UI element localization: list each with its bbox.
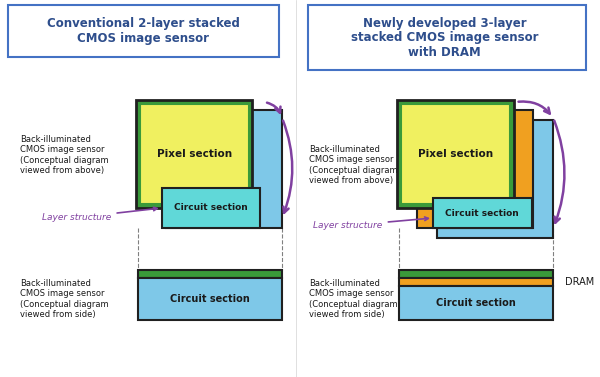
Bar xyxy=(8,5,279,57)
Text: Back-illuminated
CMOS image sensor
(Conceptual diagram
viewed from above): Back-illuminated CMOS image sensor (Conc… xyxy=(20,135,109,175)
Text: Circuit section: Circuit section xyxy=(436,298,516,308)
Text: DRAM: DRAM xyxy=(470,210,502,220)
Bar xyxy=(136,100,253,208)
Text: Back-illuminated
CMOS image sensor
(Conceptual diagram
viewed from side): Back-illuminated CMOS image sensor (Conc… xyxy=(308,279,397,319)
Bar xyxy=(400,278,553,286)
Text: Layer structure: Layer structure xyxy=(42,207,157,222)
Text: Circuit section: Circuit section xyxy=(445,208,519,218)
Text: Newly developed 3-layer
stacked CMOS image sensor
with DRAM: Newly developed 3-layer stacked CMOS ima… xyxy=(351,17,538,60)
Text: Circuit section: Circuit section xyxy=(174,204,248,213)
Bar xyxy=(400,286,553,320)
Text: Conventional 2-layer stacked
CMOS image sensor: Conventional 2-layer stacked CMOS image … xyxy=(47,17,239,45)
Text: Circuit section: Circuit section xyxy=(170,294,250,304)
Bar xyxy=(433,198,532,228)
Text: DRAM: DRAM xyxy=(565,277,594,287)
Bar xyxy=(437,120,553,238)
Bar xyxy=(166,110,282,228)
Text: Back-illuminated
CMOS image sensor
(Conceptual diagram
viewed from side): Back-illuminated CMOS image sensor (Conc… xyxy=(20,279,109,319)
Bar xyxy=(417,110,533,228)
Text: Pixel section: Pixel section xyxy=(157,149,232,159)
Bar xyxy=(162,188,260,228)
Bar xyxy=(401,104,510,204)
Bar xyxy=(397,100,514,208)
Bar xyxy=(138,270,282,278)
Bar xyxy=(138,278,282,320)
Bar xyxy=(400,270,553,278)
Text: Pixel section: Pixel section xyxy=(418,149,493,159)
Bar xyxy=(140,104,248,204)
Text: Back-illuminated
CMOS image sensor
(Conceptual diagram
viewed from above): Back-illuminated CMOS image sensor (Conc… xyxy=(308,145,397,185)
Bar xyxy=(308,5,586,70)
Text: Layer structure: Layer structure xyxy=(313,217,428,230)
